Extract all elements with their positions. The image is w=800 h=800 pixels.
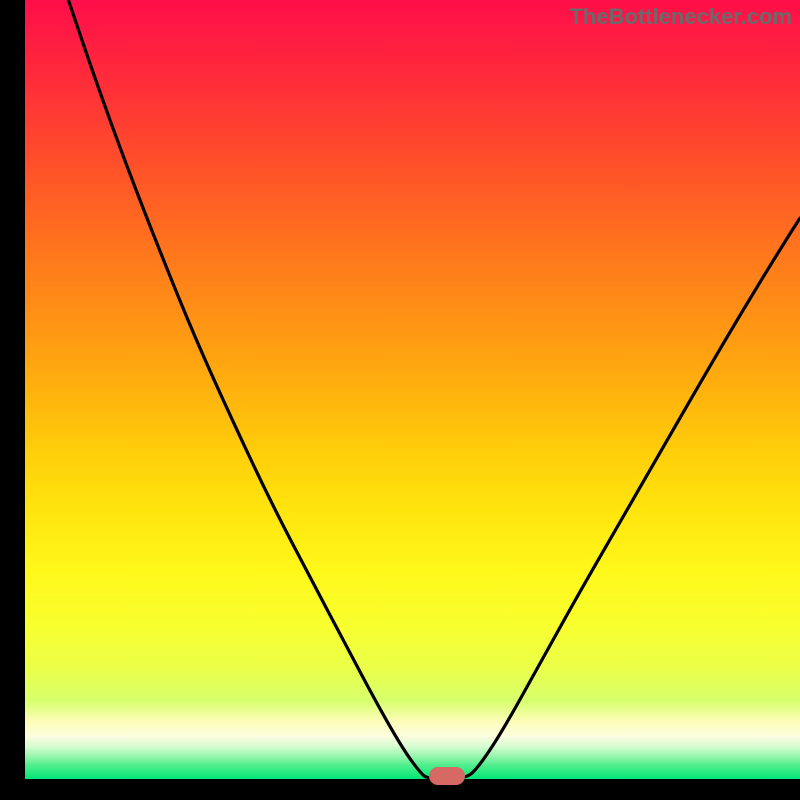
chart-frame: TheBottlenecker.com (0, 0, 800, 800)
bottleneck-curve (68, 0, 800, 779)
v-curve-layer (0, 0, 800, 800)
watermark-text: TheBottlenecker.com (569, 4, 792, 30)
bottleneck-marker (429, 767, 465, 785)
